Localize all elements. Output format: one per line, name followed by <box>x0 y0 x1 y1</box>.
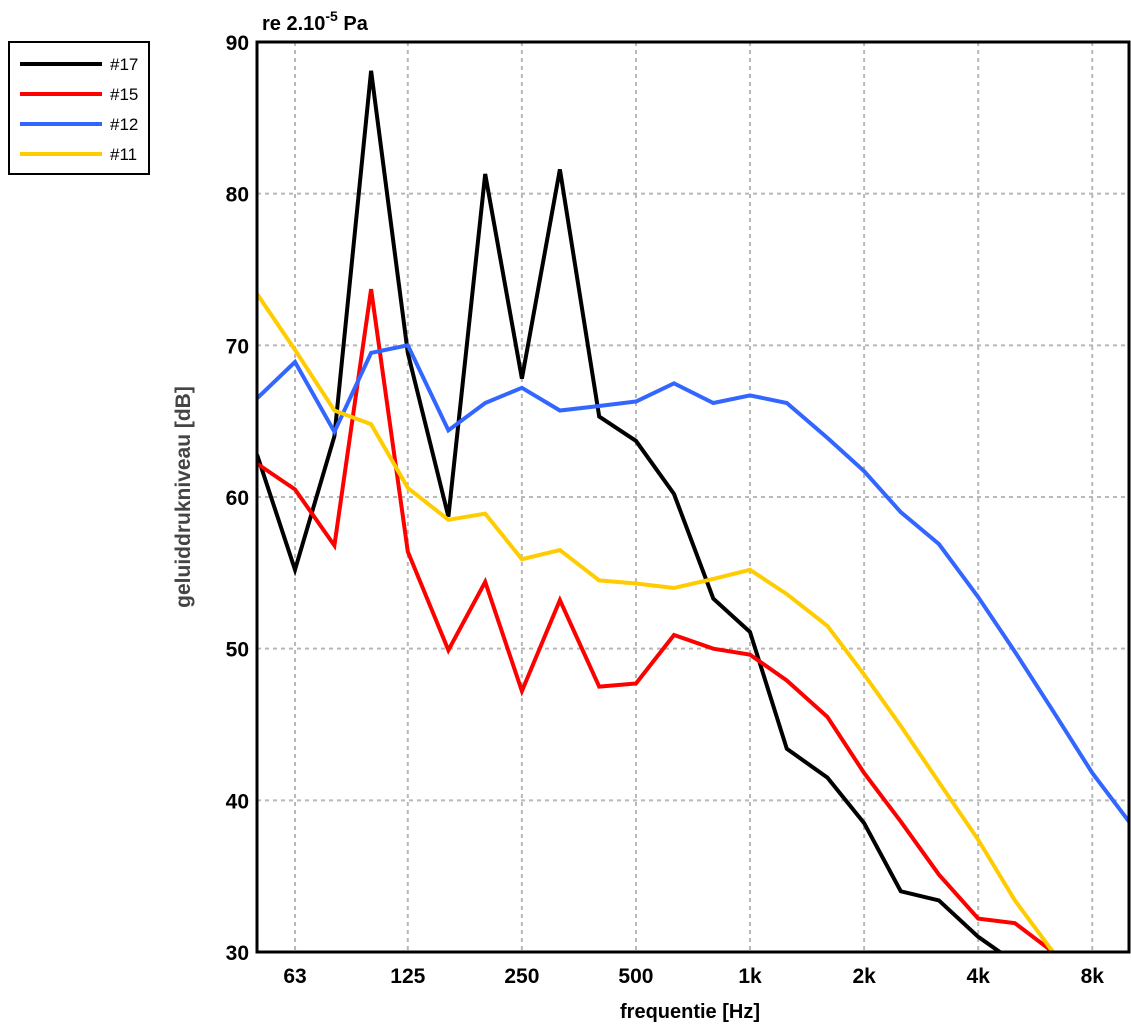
y-tick-label: 80 <box>226 184 249 207</box>
plot-frame <box>255 40 1131 954</box>
x-axis-title: frequentie [Hz] <box>620 1001 760 1023</box>
series-lines <box>257 70 1129 952</box>
y-tick-label: 50 <box>226 639 249 662</box>
y-tick-labels: 30 40 50 60 70 80 90 <box>226 32 249 965</box>
legend-label: #15 <box>110 85 138 104</box>
x-tick-label: 63 <box>283 965 306 988</box>
grid <box>257 42 1129 952</box>
y-tick-label: 90 <box>226 32 249 55</box>
x-tick-label: 2k <box>852 965 876 988</box>
x-tick-labels: 63 125 250 500 1k 2k 4k 8k <box>283 965 1104 988</box>
series-line-17 <box>257 70 1004 952</box>
x-tick-label: 1k <box>738 965 762 988</box>
x-tick-label: 4k <box>967 965 991 988</box>
series-line-12 <box>257 343 1129 823</box>
y-tick-label: 40 <box>226 790 249 813</box>
x-tick-label: 8k <box>1081 965 1105 988</box>
x-tick-label: 250 <box>504 965 539 988</box>
y-axis-title: geluiddrukniveau [dB] <box>172 386 195 608</box>
legend-label: #12 <box>110 115 138 134</box>
legend-label: #11 <box>110 145 137 164</box>
legend: #17 #15 #12 #11 <box>8 41 150 175</box>
x-tick-label: 500 <box>618 965 653 988</box>
series-line-15 <box>257 288 1055 952</box>
x-tick-label: 125 <box>390 965 425 988</box>
legend-label: #17 <box>110 55 138 74</box>
series-line-11 <box>257 292 1055 952</box>
y-tick-label: 70 <box>226 335 249 358</box>
y-tick-label: 60 <box>226 487 249 510</box>
reference-label: re 2.10-5 Pa <box>262 8 369 35</box>
y-tick-label: 30 <box>226 942 249 965</box>
legend-items: #17 #15 #12 #11 <box>20 55 138 164</box>
